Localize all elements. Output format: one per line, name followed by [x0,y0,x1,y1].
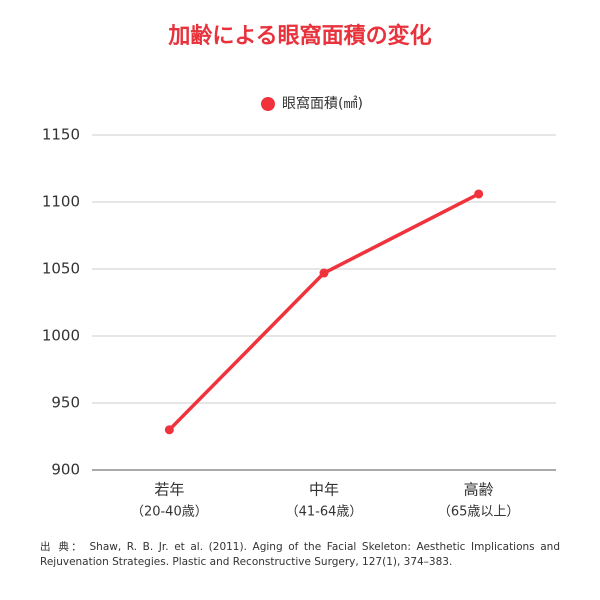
y-tick-label: 1150 [42,126,80,144]
source-note: 出 典： Shaw, R. B. Jr. et al. (2011). Agin… [40,540,560,570]
chart-title: 加齢による眼窩面積の変化 [167,23,431,49]
x-tick-sublabel: （41-64歳） [286,505,363,520]
source-text: Shaw, R. B. Jr. et al. (2011). Aging of … [40,541,561,568]
chart: 加齢による眼窩面積の変化 900 950 1000 1050 1100 1150 若年 （20… [42,23,556,520]
data-line [168,192,480,432]
x-tick-label: 高齢 [464,481,494,499]
data-point [164,425,174,435]
y-tick-label: 900 [51,461,80,479]
source-label: 出 典： [40,541,84,553]
y-tick-label: 950 [51,394,80,412]
y-tick-label: 1000 [42,327,80,345]
x-tick-sublabel: （20-40歳） [131,505,208,520]
x-tick-label: 中年 [309,481,339,499]
legend-marker [261,97,275,111]
data-point [319,268,329,278]
legend-label: 眼窩面積(㎟) [282,95,363,112]
x-tick-label: 若年 [154,481,184,499]
y-tick-label: 1100 [42,193,80,211]
data-point [474,189,484,199]
y-tick-label: 1050 [42,260,80,278]
x-tick-sublabel: （65歳以上） [438,505,520,520]
